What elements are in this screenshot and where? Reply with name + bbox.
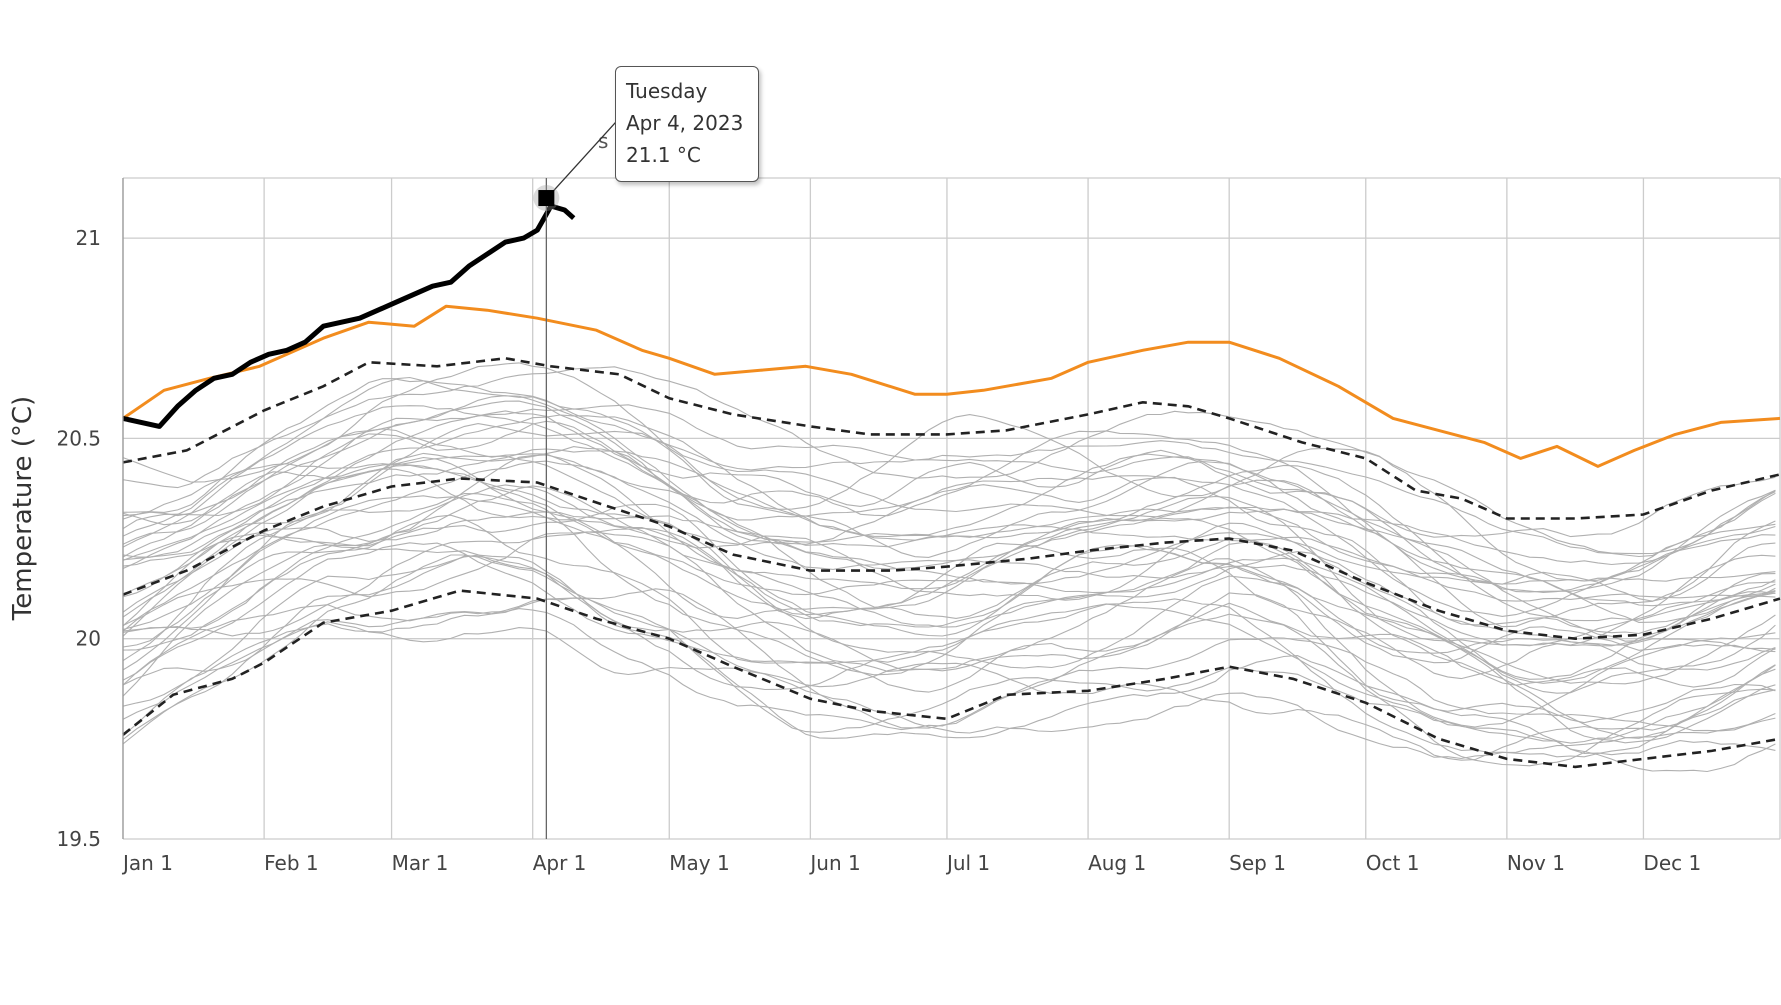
tooltip-connector (551, 111, 626, 193)
year-line (122, 555, 1776, 756)
y-tick-label: 21 (76, 226, 101, 250)
year-line (122, 495, 1776, 684)
year-line (122, 448, 1776, 607)
x-tick-label: Nov 1 (1507, 851, 1565, 875)
year-line (122, 460, 1776, 646)
year-line (122, 531, 1776, 728)
year-line (122, 492, 1776, 739)
year-line (122, 446, 1776, 642)
x-tick-label: Dec 1 (1643, 851, 1701, 875)
year-line (122, 362, 1776, 582)
year-line (122, 588, 1776, 767)
previous-year-line (122, 304, 1781, 468)
year-line (122, 378, 1776, 593)
tooltip: Tuesday Apr 4, 2023 21.1 °C (615, 66, 759, 182)
year-line (122, 464, 1776, 685)
year-line (122, 408, 1776, 593)
year-line (122, 527, 1776, 744)
x-tick-label: Apr 1 (533, 851, 587, 875)
year-line (122, 544, 1776, 758)
current-year-line (122, 203, 576, 429)
y-tick-label: 20 (76, 627, 101, 651)
statistics-lines (122, 356, 1781, 769)
y-tick-label: 20.5 (56, 426, 101, 450)
stat-line-mean (122, 477, 1781, 641)
x-tick-label: Mar 1 (392, 851, 449, 875)
y-tick-label: 19.5 (56, 827, 101, 851)
year-line (122, 503, 1776, 664)
year-line (122, 463, 1776, 602)
year-line (122, 542, 1776, 744)
x-tick-label: Feb 1 (264, 851, 319, 875)
year-line (122, 621, 1776, 761)
x-tick-label: Jan 1 (121, 851, 173, 875)
y-axis-title: Temperature (°C) (8, 396, 38, 621)
x-tick-label: Jul 1 (945, 851, 990, 875)
year-line (122, 376, 1776, 558)
year-line (122, 608, 1776, 732)
year-line (122, 428, 1776, 623)
gridlines (122, 177, 1781, 840)
year-line (122, 554, 1776, 760)
x-tick-label: Sep 1 (1229, 851, 1286, 875)
x-tick-label: Jun 1 (808, 851, 860, 875)
series-label-partial: s (598, 129, 608, 153)
year-line (122, 400, 1776, 617)
year-line (122, 420, 1776, 602)
year-line (122, 453, 1776, 635)
year-line (122, 511, 1776, 654)
year-line (122, 554, 1776, 724)
year-line (122, 405, 1776, 570)
year-line (122, 395, 1776, 538)
year-line (122, 456, 1776, 680)
stat-line-lower (122, 589, 1781, 769)
year-line (122, 468, 1776, 680)
year-line (122, 414, 1776, 622)
year-line (122, 514, 1776, 693)
tooltip-connector-line (551, 111, 626, 193)
tooltip-day: Tuesday (626, 79, 708, 103)
tooltip-value: 21.1 °C (626, 143, 701, 167)
axes: Jan 1 Feb 1 Mar 1 Apr 1 May 1 Jun 1 Jul 1 Aug 1… (56, 178, 1701, 875)
x-tick-label: May 1 (669, 851, 729, 875)
tooltip-date: Apr 4, 2023 (626, 111, 744, 135)
year-line (122, 597, 1776, 773)
year-line (122, 485, 1776, 671)
year-line (122, 484, 1776, 694)
hover-point[interactable] (538, 190, 555, 207)
x-tick-label: Oct 1 (1366, 851, 1420, 875)
hover-marker[interactable] (533, 178, 560, 839)
stat-line-upper (122, 356, 1781, 520)
year-line (122, 423, 1776, 628)
x-tick-label: Aug 1 (1088, 851, 1146, 875)
highlighted-year-lines (122, 203, 1781, 468)
other-years-lines (122, 362, 1776, 773)
